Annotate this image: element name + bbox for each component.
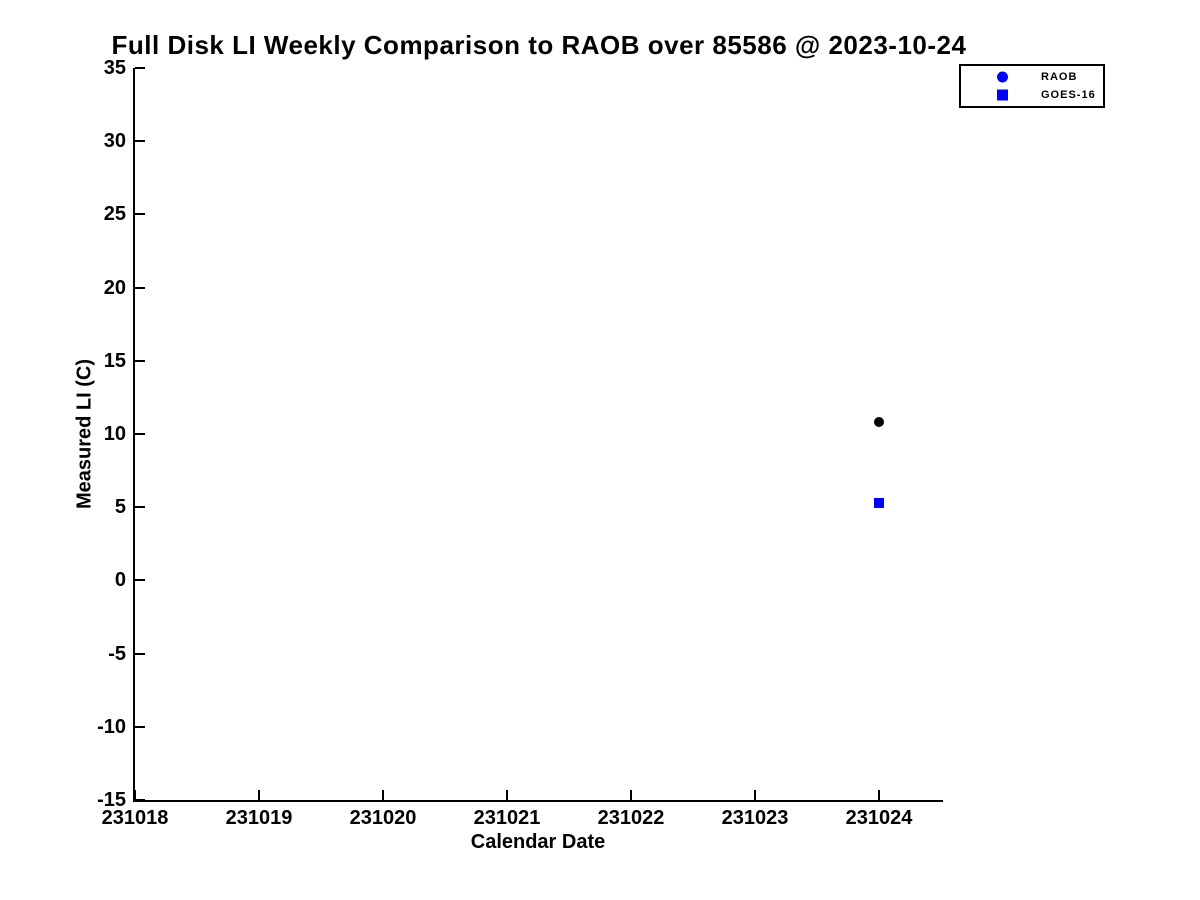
y-tick <box>135 506 145 509</box>
x-tick-label: 231018 <box>101 807 169 829</box>
y-tick <box>135 725 145 728</box>
y-tick-label: 25 <box>103 203 126 226</box>
legend-item-raob: RAOB <box>961 70 1103 84</box>
y-tick <box>135 286 145 289</box>
y-tick <box>135 652 145 655</box>
x-tick-label: 231019 <box>225 807 293 829</box>
y-tick-label: 10 <box>103 423 126 445</box>
x-tick-label: 231021 <box>473 807 541 829</box>
y-tick <box>135 213 145 216</box>
y-tick <box>135 433 145 435</box>
y-tick <box>135 140 145 143</box>
goes16-square-marker-icon <box>997 89 1008 101</box>
legend: RAOB GOES-16 <box>959 64 1105 108</box>
y-tick-label: 0 <box>114 569 126 592</box>
x-tick <box>506 790 508 800</box>
y-tick-label: 5 <box>114 496 126 519</box>
legend-label-goes16: GOES-16 <box>1041 89 1096 101</box>
legend-item-goes16: GOES-16 <box>961 88 1103 102</box>
chart-title: Full Disk LI Weekly Comparison to RAOB o… <box>111 30 967 60</box>
y-tick-label: 20 <box>103 276 126 299</box>
y-tick-label: 15 <box>103 349 126 372</box>
x-tick <box>258 790 260 800</box>
x-tick-label: 231020 <box>349 807 417 829</box>
x-tick-label: 231022 <box>597 807 665 829</box>
y-tick-label: -15 <box>97 789 126 811</box>
x-tick-label: 231024 <box>845 807 913 829</box>
x-tick <box>754 790 756 800</box>
x-tick <box>382 790 384 800</box>
x-tick <box>878 790 880 800</box>
x-axis-label: Calendar Date <box>470 831 606 853</box>
y-tick-label: 35 <box>103 57 126 79</box>
raob-data-point <box>874 417 884 428</box>
y-tick-label: -10 <box>97 715 126 738</box>
y-tick <box>135 579 145 582</box>
raob-circle-marker-icon <box>997 71 1008 83</box>
y-tick-label: -5 <box>108 642 126 665</box>
y-axis-spine <box>133 68 135 802</box>
x-tick <box>630 790 632 800</box>
x-tick-label: 231023 <box>721 807 789 829</box>
y-tick <box>135 799 145 801</box>
x-tick <box>134 790 136 800</box>
x-axis-spine <box>133 800 943 802</box>
goes-16-data-point <box>874 497 884 508</box>
y-tick-label: 30 <box>103 130 126 153</box>
y-tick <box>135 359 145 362</box>
legend-label-raob: RAOB <box>1041 71 1078 83</box>
y-tick <box>135 67 145 69</box>
